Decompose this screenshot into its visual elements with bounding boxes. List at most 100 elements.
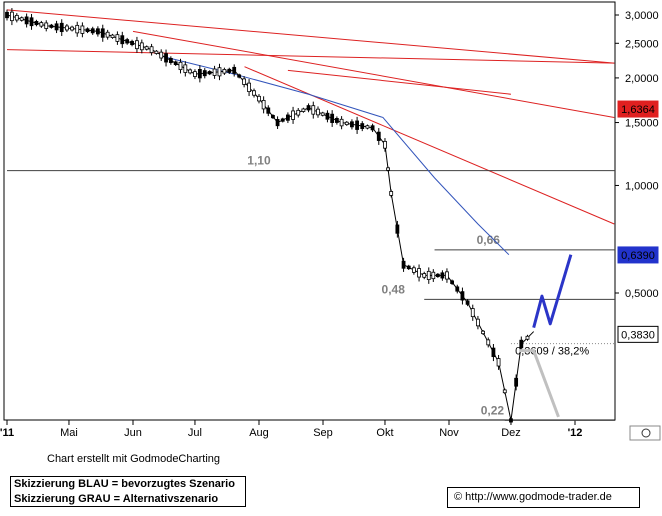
candle-body [100,28,105,38]
url-box[interactable]: © http://www.godmode-trader.de [447,487,640,508]
price-flag-label: 1,6364 [621,104,655,116]
candle-body [339,118,344,127]
y-tick-label: 1,0000 [625,180,659,192]
candle-body [445,271,449,280]
candle-body [476,318,480,327]
zoom-icon [629,425,661,441]
trendline [6,9,615,64]
candle-body [486,339,491,346]
x-tick-label: Dez [501,427,521,439]
chart-credit: Chart erstellt mit GodmodeCharting [47,453,221,465]
x-tick-label: Jun [124,427,142,439]
candle-body [39,22,44,27]
candle-body [90,28,95,34]
candle-body [286,114,290,121]
candle-body [144,46,149,50]
scenario-grey-path [519,349,560,418]
candle-body [365,125,370,129]
candle-body [64,25,69,31]
candle-body [496,358,501,367]
support-level-label: 1,10 [247,154,271,168]
candle-body [383,140,387,149]
price-flag [617,100,659,118]
candle-body [502,389,507,394]
candle-body [280,118,285,122]
candle-body [188,69,193,74]
x-tick-label: Okt [376,427,393,439]
trendline [287,69,512,95]
website-link[interactable]: http://www.godmode-trader.de [465,491,612,503]
candle-body [19,17,24,21]
plot-frame [3,1,616,421]
candle-body [70,26,74,31]
candle-body [178,61,183,71]
candle-body [125,39,130,44]
candle-body [291,110,295,120]
candle-body [54,23,59,31]
candle-body [519,339,524,349]
price-flag [617,325,659,343]
y-tick-label: 2,5000 [625,38,659,50]
candle-body [325,112,330,120]
candle-body [320,112,325,116]
x-tick-label: '11 [0,427,14,439]
candle-body [212,68,217,76]
candle-body [261,100,266,110]
candle-body [159,51,164,59]
candle-body [271,114,275,119]
candle-body [491,347,496,358]
candle-body [5,11,9,19]
candle-body [334,117,339,123]
candle-body [355,120,359,130]
scenario-legend: Skizzierung BLAU = bevorzugtes Szenario … [10,476,246,507]
candle-body [350,121,354,128]
candle-body [237,74,242,78]
candle-body [389,191,394,196]
candle-body [197,69,202,79]
zoom-lens-icon [641,428,651,438]
candle-body [80,25,85,34]
candle-body [173,61,178,65]
candle-body [411,267,416,273]
candle-body [370,125,375,131]
legend-blue: Skizzierung BLAU = bevorzugtes Szenario [14,478,235,490]
copyright-icon: © [454,491,463,503]
candle-body [164,53,168,63]
candle-body [386,167,390,171]
candle-body [417,268,421,278]
x-tick-label: Nov [439,427,459,439]
x-tick-label: '12 [568,427,583,439]
trendline [132,30,615,118]
candle-body [59,22,64,33]
candle-body [49,24,54,28]
candle-body [525,335,530,340]
price-flag-label: 0,3830 [621,329,655,341]
candle-body [460,291,465,301]
y-tick-label: 1,5000 [625,118,659,130]
candle-body [395,224,400,234]
candle-body [311,105,316,115]
candle-body [105,31,110,38]
candle-body [85,28,90,33]
candle-body [242,78,247,85]
candle-body [130,40,134,46]
candle-body [257,95,261,102]
candle-body [435,273,440,278]
candle-body [422,273,427,278]
candle-body [202,70,207,77]
candle-body [344,121,349,126]
legend-grey: Skizzierung GRAU = Alternativszenario [14,493,219,505]
price-flag-label: 0,6390 [621,250,655,262]
scenario-blue-path [532,254,573,329]
y-tick-label: 0,5000 [625,288,659,300]
candle-body [275,119,280,127]
candle-body [24,16,29,25]
candle-body [296,109,301,116]
candle-body [426,270,431,280]
candle-body [306,105,311,111]
candle-body [509,418,513,423]
candle-body [455,286,460,292]
candle-body [301,108,306,112]
support-level-label: 0,48 [382,282,406,296]
